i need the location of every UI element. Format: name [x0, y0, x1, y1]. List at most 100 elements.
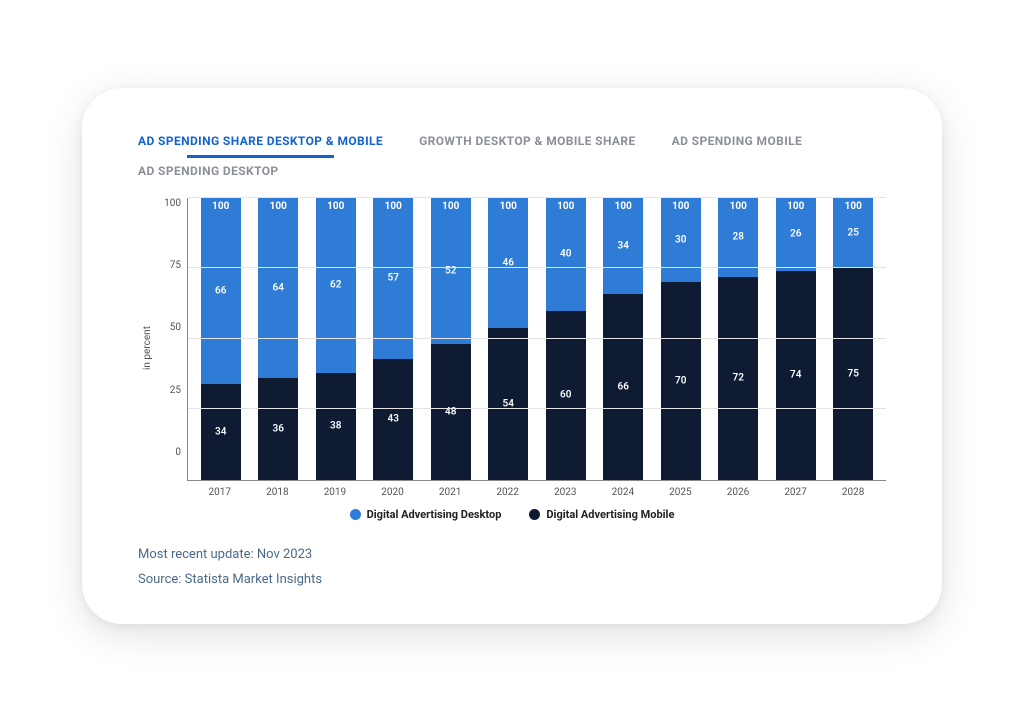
- bar-total-label: 100: [718, 201, 758, 212]
- bar-column: 66100 34: [201, 198, 241, 480]
- x-axis-ticks: 2017 2018 2019 2020 2021 2022 2023 2024 2025 2026…: [187, 481, 886, 498]
- bar-total-label: 100: [316, 201, 356, 212]
- bar-segment-desktop: 40 100: [546, 198, 586, 311]
- x-tick: 2022: [488, 487, 528, 498]
- bar-segment-mobile: 70: [661, 282, 701, 479]
- bar-column: 25 100 75: [833, 198, 873, 480]
- bar-value-mobile: 36: [258, 424, 298, 435]
- bar-column: 64 100 36: [258, 198, 298, 480]
- footer-source: Source: Statista Market Insights: [138, 568, 886, 593]
- bar-value-desktop: 28: [718, 232, 758, 243]
- bar-segment-mobile: 74: [776, 271, 816, 480]
- bar-value-desktop: 57: [373, 273, 413, 284]
- bar-value-mobile: 43: [373, 414, 413, 425]
- bar-value-desktop: 25: [833, 228, 873, 239]
- legend-item-mobile: Digital Advertising Mobile: [529, 508, 674, 521]
- x-tick: 2023: [545, 487, 585, 498]
- x-tick: 2017: [200, 487, 240, 498]
- bar-segment-desktop: 62 100: [316, 198, 356, 373]
- x-tick: 2020: [373, 487, 413, 498]
- bar-segment-desktop: 52100: [431, 198, 471, 345]
- bar-total-label: 100: [546, 201, 586, 212]
- bar-value-desktop: 30: [661, 235, 701, 246]
- bar-value-mobile: 74: [776, 370, 816, 381]
- bar-value-desktop: 66: [201, 285, 241, 296]
- bar-segment-mobile: 38: [316, 373, 356, 480]
- chart-card: AD SPENDING SHARE DESKTOP & MOBILE GROWT…: [82, 88, 942, 624]
- gridline: [188, 408, 886, 409]
- x-tick: 2027: [776, 487, 816, 498]
- y-tick: 25: [170, 385, 181, 396]
- bar-total-label: 100: [431, 201, 471, 212]
- x-tick: 2028: [833, 487, 873, 498]
- bar-segment-mobile: 75: [833, 268, 873, 480]
- legend-label-desktop: Digital Advertising Desktop: [367, 508, 502, 521]
- bar-column: 30 100 70: [661, 198, 701, 480]
- x-tick: 2021: [430, 487, 470, 498]
- legend-label-mobile: Digital Advertising Mobile: [546, 508, 674, 521]
- chart-footer: Most recent update: Nov 2023 Source: Sta…: [138, 543, 886, 592]
- bar-segment-desktop: 26 100: [776, 198, 816, 271]
- bars-container: 6610034641003662100385710043521004846100…: [188, 198, 886, 480]
- y-tick: 100: [164, 198, 181, 209]
- chart-area: in percent 1007550250 661003464100366210…: [138, 198, 886, 498]
- bar-value-mobile: 66: [603, 381, 643, 392]
- bar-segment-mobile: 60: [546, 311, 586, 480]
- x-tick: 2019: [315, 487, 355, 498]
- x-tick: 2024: [603, 487, 643, 498]
- bar-column: 34 100 66: [603, 198, 643, 480]
- bar-total-label: 100: [258, 201, 298, 212]
- bar-value-mobile: 75: [833, 369, 873, 380]
- y-axis-ticks: 1007550250: [153, 198, 187, 458]
- bar-column: 57 100 43: [373, 198, 413, 480]
- tab-ad-spending-desktop[interactable]: AD SPENDING DESKTOP: [138, 156, 279, 186]
- bar-segment-desktop: 66100: [201, 198, 241, 384]
- bar-segment-mobile: 72: [718, 277, 758, 480]
- tabs-row: AD SPENDING SHARE DESKTOP & MOBILE GROWT…: [138, 126, 886, 186]
- legend-swatch-desktop: [350, 509, 361, 520]
- bar-segment-mobile: 36: [258, 378, 298, 480]
- bar-column: 28 100 72: [718, 198, 758, 480]
- bar-column: 5210048: [431, 198, 471, 480]
- bar-segment-mobile: 48: [431, 344, 471, 479]
- bar-segment-mobile: 66: [603, 294, 643, 480]
- bar-value-mobile: 34: [201, 426, 241, 437]
- bar-value-desktop: 26: [776, 229, 816, 240]
- bar-value-desktop: 64: [258, 283, 298, 294]
- tab-growth-share[interactable]: GROWTH DESKTOP & MOBILE SHARE: [419, 126, 636, 156]
- y-tick: 75: [170, 260, 181, 271]
- x-tick: 2025: [660, 487, 700, 498]
- page: AD SPENDING SHARE DESKTOP & MOBILE GROWT…: [0, 0, 1024, 712]
- bar-value-mobile: 38: [316, 421, 356, 432]
- legend-item-desktop: Digital Advertising Desktop: [350, 508, 502, 521]
- bar-total-label: 100: [661, 201, 701, 212]
- y-tick: 50: [170, 322, 181, 333]
- x-tick: 2026: [718, 487, 758, 498]
- bar-total-label: 100: [776, 201, 816, 212]
- bar-total-label: 100: [603, 201, 643, 212]
- bar-segment-mobile: 34: [201, 384, 241, 480]
- bar-value-desktop: 62: [316, 280, 356, 291]
- bar-segment-desktop: 30 100: [661, 198, 701, 283]
- gridline: [188, 267, 886, 268]
- bar-total-label: 100: [488, 201, 528, 212]
- bar-column: 26 100 74: [776, 198, 816, 480]
- plot-area: 6610034641003662100385710043521004846100…: [187, 198, 886, 481]
- bar-segment-mobile: 43: [373, 359, 413, 480]
- footer-update: Most recent update: Nov 2023: [138, 543, 886, 568]
- tab-ad-spending-mobile[interactable]: AD SPENDING MOBILE: [672, 126, 803, 156]
- bar-total-label: 100: [833, 201, 873, 212]
- bar-column: 4610054: [488, 198, 528, 480]
- tab-ad-spending-share[interactable]: AD SPENDING SHARE DESKTOP & MOBILE: [138, 126, 383, 156]
- y-axis-label: in percent: [138, 198, 153, 498]
- bar-segment-desktop: 28 100: [718, 198, 758, 277]
- bar-segment-desktop: 46100: [488, 198, 528, 328]
- bar-segment-desktop: 64 100: [258, 198, 298, 378]
- gridline: [188, 197, 886, 198]
- x-tick: 2018: [257, 487, 297, 498]
- bar-value-desktop: 40: [546, 249, 586, 260]
- bar-total-label: 100: [373, 201, 413, 212]
- bar-segment-desktop: 25 100: [833, 198, 873, 269]
- bar-value-desktop: 34: [603, 240, 643, 251]
- legend-swatch-mobile: [529, 509, 540, 520]
